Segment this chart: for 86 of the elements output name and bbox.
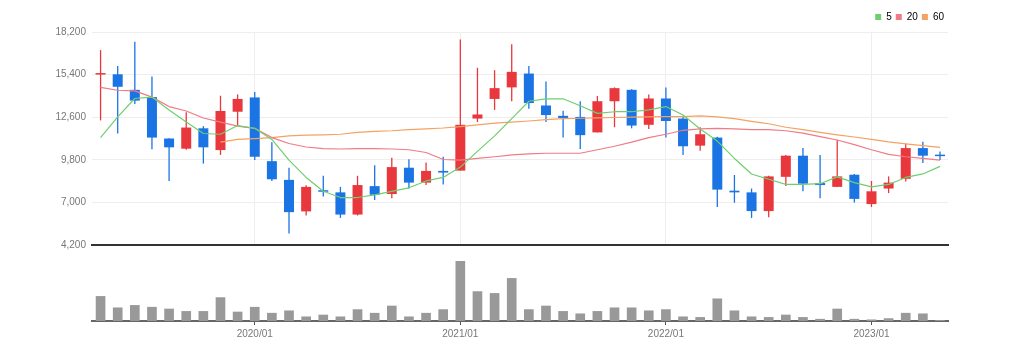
candlestick bbox=[866, 180, 877, 208]
bar bbox=[900, 312, 911, 321]
bar bbox=[592, 311, 603, 321]
bar bbox=[147, 306, 157, 321]
candlestick bbox=[917, 141, 928, 164]
bar bbox=[164, 308, 174, 321]
candlestick bbox=[472, 67, 483, 123]
bar bbox=[832, 308, 843, 321]
y-tick-label: 7,000 bbox=[60, 196, 87, 208]
bar bbox=[215, 297, 226, 321]
y-tick-label: 12,600 bbox=[55, 110, 87, 122]
bar bbox=[780, 314, 791, 321]
bar bbox=[729, 310, 740, 321]
bar bbox=[609, 307, 620, 321]
candlestick bbox=[369, 164, 380, 201]
x-tick-label: 2022/01 bbox=[647, 327, 685, 339]
bar bbox=[918, 313, 928, 321]
bar bbox=[883, 318, 894, 321]
candlestick bbox=[746, 187, 757, 219]
bar bbox=[438, 309, 449, 321]
bar bbox=[746, 316, 757, 321]
candlestick bbox=[438, 156, 449, 186]
bar bbox=[695, 317, 705, 321]
candlestick bbox=[832, 139, 843, 188]
bar bbox=[678, 316, 688, 321]
legend-label: 60 bbox=[932, 10, 945, 22]
bar bbox=[626, 307, 637, 321]
x-tick-label: 2023/01 bbox=[853, 327, 890, 339]
legend-label: 20 bbox=[906, 10, 919, 22]
candlestick bbox=[181, 111, 192, 151]
candlestick bbox=[112, 65, 123, 135]
candlestick bbox=[95, 49, 106, 122]
bar bbox=[198, 311, 209, 321]
candlestick bbox=[266, 141, 277, 182]
bar bbox=[130, 305, 140, 321]
candlestick bbox=[403, 158, 414, 190]
bar bbox=[506, 278, 517, 321]
legend-label: 5 bbox=[886, 10, 893, 22]
bar bbox=[541, 305, 551, 321]
x-tick-label: 2020/01 bbox=[236, 327, 274, 339]
candlestick bbox=[506, 43, 517, 102]
bar bbox=[558, 311, 568, 321]
bar bbox=[575, 313, 586, 321]
candlestick bbox=[558, 110, 569, 139]
bar bbox=[95, 296, 106, 321]
candlestick bbox=[575, 100, 586, 150]
bar bbox=[404, 316, 414, 321]
bar bbox=[318, 314, 329, 321]
candlestick bbox=[780, 154, 791, 187]
candlestick bbox=[489, 69, 500, 111]
bar bbox=[763, 317, 774, 321]
bar bbox=[181, 311, 192, 321]
candlestick bbox=[540, 80, 551, 123]
bar bbox=[455, 261, 466, 321]
candlestick bbox=[198, 125, 209, 165]
bar bbox=[284, 310, 294, 321]
bar bbox=[352, 309, 363, 321]
bar bbox=[472, 291, 483, 321]
bar bbox=[524, 309, 534, 321]
bar bbox=[335, 316, 346, 321]
bar bbox=[421, 312, 431, 321]
y-tick-label: 4,200 bbox=[60, 238, 87, 250]
candlestick bbox=[660, 86, 671, 139]
y-tick-label: 9,800 bbox=[60, 153, 87, 165]
x-tick-label: 2021/01 bbox=[442, 327, 479, 339]
candlestick bbox=[335, 186, 346, 219]
candlestick bbox=[421, 161, 432, 186]
bar bbox=[712, 298, 723, 321]
bar bbox=[489, 293, 500, 321]
bar bbox=[369, 312, 380, 321]
y-tick-label: 18,200 bbox=[55, 25, 87, 37]
bar bbox=[301, 316, 311, 321]
y-tick-label: 15,400 bbox=[55, 68, 87, 80]
bar bbox=[249, 306, 260, 321]
bar bbox=[386, 305, 397, 321]
candlestick bbox=[609, 86, 620, 128]
candlestick bbox=[164, 137, 175, 182]
candlestick bbox=[695, 126, 706, 152]
candlestick bbox=[232, 93, 243, 127]
bar bbox=[232, 311, 243, 321]
bar bbox=[112, 307, 123, 321]
bar bbox=[643, 310, 654, 321]
bar bbox=[661, 309, 671, 321]
bar bbox=[815, 318, 825, 321]
bar bbox=[267, 312, 277, 321]
bar bbox=[798, 317, 808, 321]
